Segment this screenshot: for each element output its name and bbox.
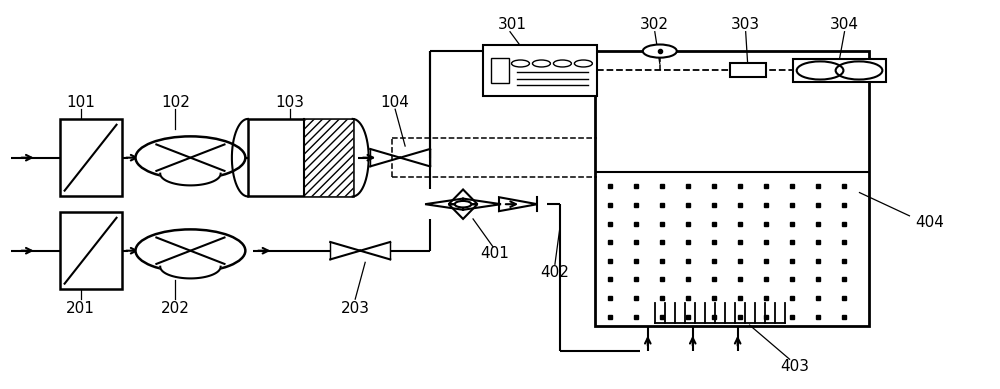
Bar (60, 212, 122, 289)
Text: 301: 301 (497, 17, 526, 32)
Bar (304, 119, 353, 196)
Text: 304: 304 (830, 17, 859, 32)
Circle shape (455, 201, 471, 207)
Bar (248, 119, 353, 196)
Text: 302: 302 (640, 17, 669, 32)
Circle shape (136, 230, 245, 272)
Bar (595, 51, 869, 326)
Bar (730, 63, 766, 77)
Text: 202: 202 (161, 301, 190, 315)
Text: 201: 201 (66, 301, 95, 315)
Circle shape (136, 137, 245, 179)
Text: 101: 101 (66, 95, 95, 110)
Polygon shape (160, 173, 221, 186)
Text: 102: 102 (161, 95, 190, 110)
Text: 303: 303 (731, 17, 760, 32)
Text: 404: 404 (915, 215, 944, 230)
Text: 402: 402 (540, 265, 569, 280)
Text: 103: 103 (276, 95, 305, 110)
Text: 203: 203 (341, 301, 370, 315)
Polygon shape (160, 267, 221, 279)
Bar (483, 45, 597, 96)
Bar (491, 58, 509, 83)
Text: 401: 401 (481, 246, 509, 261)
Circle shape (643, 44, 677, 58)
Bar (793, 60, 886, 82)
Text: 403: 403 (780, 359, 809, 374)
Text: 104: 104 (381, 95, 410, 110)
Bar (60, 119, 122, 196)
